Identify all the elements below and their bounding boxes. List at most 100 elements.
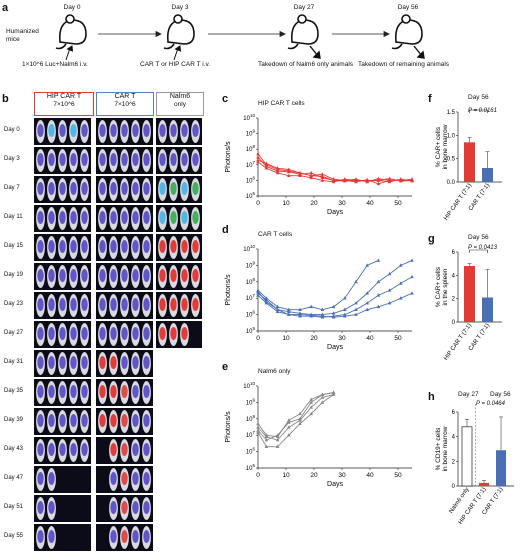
luminescence-signal (99, 211, 106, 224)
luminescence-signal (99, 240, 106, 253)
data-point (309, 175, 313, 179)
luminescence-signal (70, 385, 77, 398)
takedown-remaining-label: Takedown of remaining animals (358, 61, 450, 68)
luminescence-signal (170, 211, 177, 224)
data-point (376, 178, 381, 182)
panel-c-title: HIP CAR T cells (258, 100, 305, 107)
data-point (287, 433, 291, 437)
luminescence-signal (132, 153, 139, 166)
data-point (298, 411, 302, 416)
data-point (399, 177, 403, 181)
data-point (309, 170, 313, 175)
y-axis-label: % CD19+ cellsin bone marrow (435, 426, 449, 471)
luminescence-signal (121, 298, 128, 311)
luminescence-signal (192, 298, 199, 311)
luminescence-signal (37, 501, 44, 514)
luminescence-signal (59, 327, 66, 340)
luminescence-signal (143, 414, 150, 427)
data-point (376, 304, 381, 309)
luminescence-signal (48, 472, 55, 485)
luminescence-signal (143, 298, 150, 311)
significance-bracket (469, 109, 488, 113)
luminescence-signal (143, 269, 150, 282)
data-point (256, 293, 260, 297)
panel-h-title-day27: Day 27 (458, 391, 479, 398)
data-point (376, 293, 381, 297)
group-dose-cart: 7×10^6 (114, 101, 136, 108)
y-tick-label: 0.5 (447, 157, 456, 163)
data-point (275, 434, 280, 439)
luminescence-signal (110, 240, 117, 253)
imaging-day-label: Day 0 (4, 127, 20, 133)
luminescence-signal (181, 298, 188, 311)
y-axis-label: Photons/s (225, 411, 232, 443)
y-tick-label: 2 (452, 459, 456, 465)
data-point (287, 167, 291, 171)
data-point (287, 307, 291, 311)
luminescence-signal (37, 182, 44, 195)
series-line (257, 394, 334, 448)
y-tick-label: 105 (246, 463, 256, 472)
injection-nalm6-label: 1×10^6 Luc+Nalm6 i.v. (22, 61, 88, 68)
luminescence-signal (110, 385, 117, 398)
luminescence-signal (192, 269, 199, 282)
luminescence-signal (70, 211, 77, 224)
luminescence-signal (143, 211, 150, 224)
data-point (264, 433, 269, 437)
luminescence-signal (110, 472, 117, 485)
data-point (343, 296, 347, 300)
luminescence-signal (81, 414, 88, 427)
luminescence-signal (37, 385, 44, 398)
luminescence-signal (192, 124, 199, 137)
panel-f-label: f (428, 93, 432, 105)
luminescence-signal (110, 443, 117, 456)
data-point (256, 158, 260, 162)
luminescence-signal (181, 240, 188, 253)
luminescence-signal (99, 124, 106, 137)
data-point (309, 304, 313, 309)
luminescence-signal (159, 182, 166, 195)
luminescence-signal (192, 240, 199, 253)
luminescence-signal (81, 211, 88, 224)
luminescence-signal (70, 414, 77, 427)
data-point (275, 170, 280, 175)
luminescence-signal (48, 269, 55, 282)
luminescence-signal (143, 240, 150, 253)
chart-car-bone-marrow: 0.0 0.5 1.0 1.5 % CAR+ cellsin bone marrow HI… (435, 109, 502, 220)
x-tick-label: 10 (282, 335, 290, 342)
data-point (287, 418, 291, 422)
luminescence-signal (110, 356, 117, 369)
data-point (410, 179, 414, 183)
luminescence-signal (48, 240, 55, 253)
x-tick-label: 40 (366, 472, 374, 479)
luminescence-signal (99, 182, 106, 195)
data-point (387, 176, 392, 180)
data-point (287, 312, 291, 316)
panel-g-title: Day 56 (468, 234, 489, 241)
luminescence-signal (143, 443, 150, 456)
luminescence-signal (59, 356, 66, 369)
data-point (298, 421, 302, 426)
luminescence-signal (159, 211, 166, 224)
data-point (256, 160, 260, 164)
luminescence-signal (48, 153, 55, 166)
data-point (264, 444, 269, 448)
luminescence-signal (59, 240, 66, 253)
luminescence-signal (159, 327, 166, 340)
y-axis-label: % CAR+ cellsin bone marrow (435, 124, 449, 169)
data-point (256, 151, 260, 156)
x-tick-label: 20 (310, 200, 318, 207)
humanized-mice-label: Humanized mice (6, 28, 39, 44)
luminescence-signal (59, 385, 66, 398)
luminescence-signal (48, 182, 55, 195)
luminescence-signal (99, 356, 106, 369)
bar (482, 168, 493, 182)
data-point (320, 395, 325, 399)
luminescence-signal (48, 298, 55, 311)
luminescence-signal (132, 356, 139, 369)
bioluminescence-image-grid (34, 118, 202, 551)
chart-nalm6: 105 106 107 108 109 1010 0 10 20 30 40 50 Photons/s D… (225, 381, 412, 488)
x-tick-label: 30 (338, 200, 346, 207)
luminescence-signal (132, 530, 139, 543)
data-point (320, 175, 325, 179)
